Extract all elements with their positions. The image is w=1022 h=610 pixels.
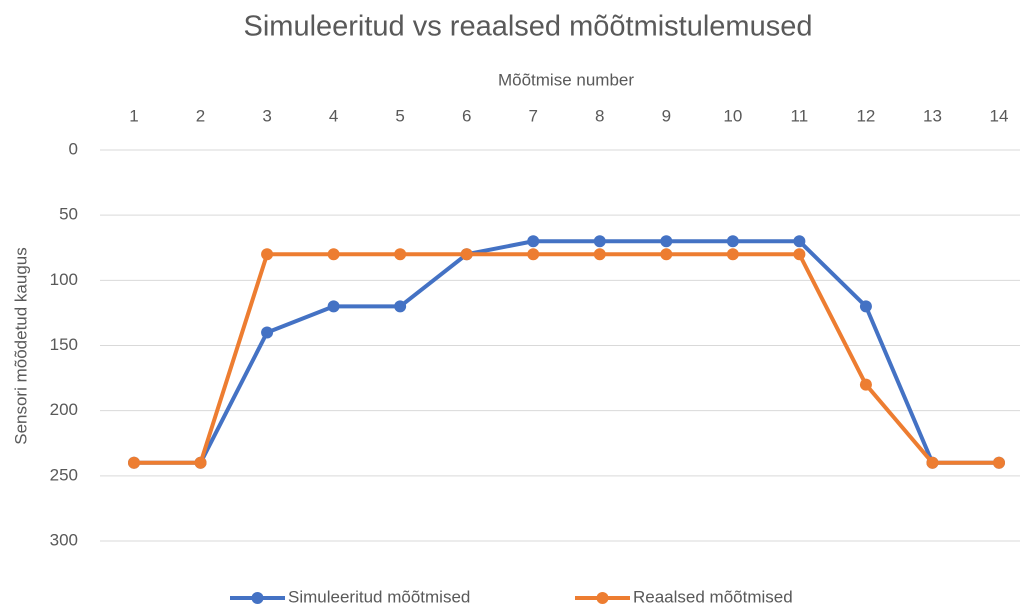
data-point bbox=[660, 248, 673, 261]
x-tick-label: 13 bbox=[923, 106, 942, 125]
legend-marker bbox=[596, 592, 609, 604]
x-tick-label: 2 bbox=[196, 106, 205, 125]
x-tick-label: 7 bbox=[528, 106, 537, 125]
x-tick-label: 14 bbox=[990, 106, 1009, 125]
data-point bbox=[993, 456, 1005, 469]
data-point bbox=[327, 248, 340, 261]
x-tick-label: 10 bbox=[723, 106, 742, 125]
data-point bbox=[726, 235, 739, 248]
series-line bbox=[134, 239, 999, 465]
x-axis-label: Mõõtmise number bbox=[498, 70, 634, 89]
data-point bbox=[128, 456, 140, 469]
y-tick-label: 150 bbox=[50, 335, 78, 354]
y-tick-label: 50 bbox=[59, 205, 78, 224]
data-point bbox=[926, 456, 939, 469]
data-point bbox=[261, 326, 274, 339]
data-point bbox=[859, 300, 872, 313]
data-point bbox=[793, 248, 806, 261]
x-tick-label: 3 bbox=[262, 106, 271, 125]
x-tick-label: 4 bbox=[329, 106, 338, 125]
data-point bbox=[593, 235, 606, 248]
data-point bbox=[394, 248, 407, 261]
x-tick-label: 9 bbox=[662, 106, 671, 125]
x-tick-label: 5 bbox=[395, 106, 404, 125]
y-tick-label: 100 bbox=[50, 270, 78, 289]
y-tick-label: 250 bbox=[50, 465, 78, 484]
data-point bbox=[527, 248, 540, 261]
series-line bbox=[134, 252, 999, 465]
x-tick-label: 11 bbox=[791, 106, 809, 125]
x-tick-label: 12 bbox=[856, 106, 875, 125]
legend-label: Simuleeritud mõõtmised bbox=[288, 587, 470, 606]
y-tick-label: 0 bbox=[69, 139, 78, 158]
x-tick-label: 6 bbox=[462, 106, 471, 125]
data-point bbox=[394, 300, 407, 313]
data-point bbox=[660, 235, 673, 248]
data-point bbox=[194, 456, 207, 469]
y-axis-label: Sensori mõõdetud kaugus bbox=[11, 247, 30, 445]
data-point bbox=[261, 248, 274, 261]
data-point bbox=[726, 248, 739, 261]
data-point bbox=[327, 300, 340, 313]
x-tick-label: 1 bbox=[129, 106, 138, 125]
data-point bbox=[793, 235, 806, 248]
legend-marker bbox=[251, 592, 264, 604]
chart-title: Simuleeritud vs reaalsed mõõtmistulemuse… bbox=[244, 11, 813, 43]
legend-label: Reaalsed mõõtmised bbox=[633, 587, 793, 606]
y-tick-label: 300 bbox=[50, 530, 78, 549]
data-point bbox=[593, 248, 606, 261]
data-point bbox=[460, 248, 473, 261]
data-point bbox=[527, 235, 540, 248]
y-tick-label: 200 bbox=[50, 400, 78, 419]
data-point bbox=[859, 378, 872, 391]
x-tick-label: 8 bbox=[595, 106, 604, 125]
